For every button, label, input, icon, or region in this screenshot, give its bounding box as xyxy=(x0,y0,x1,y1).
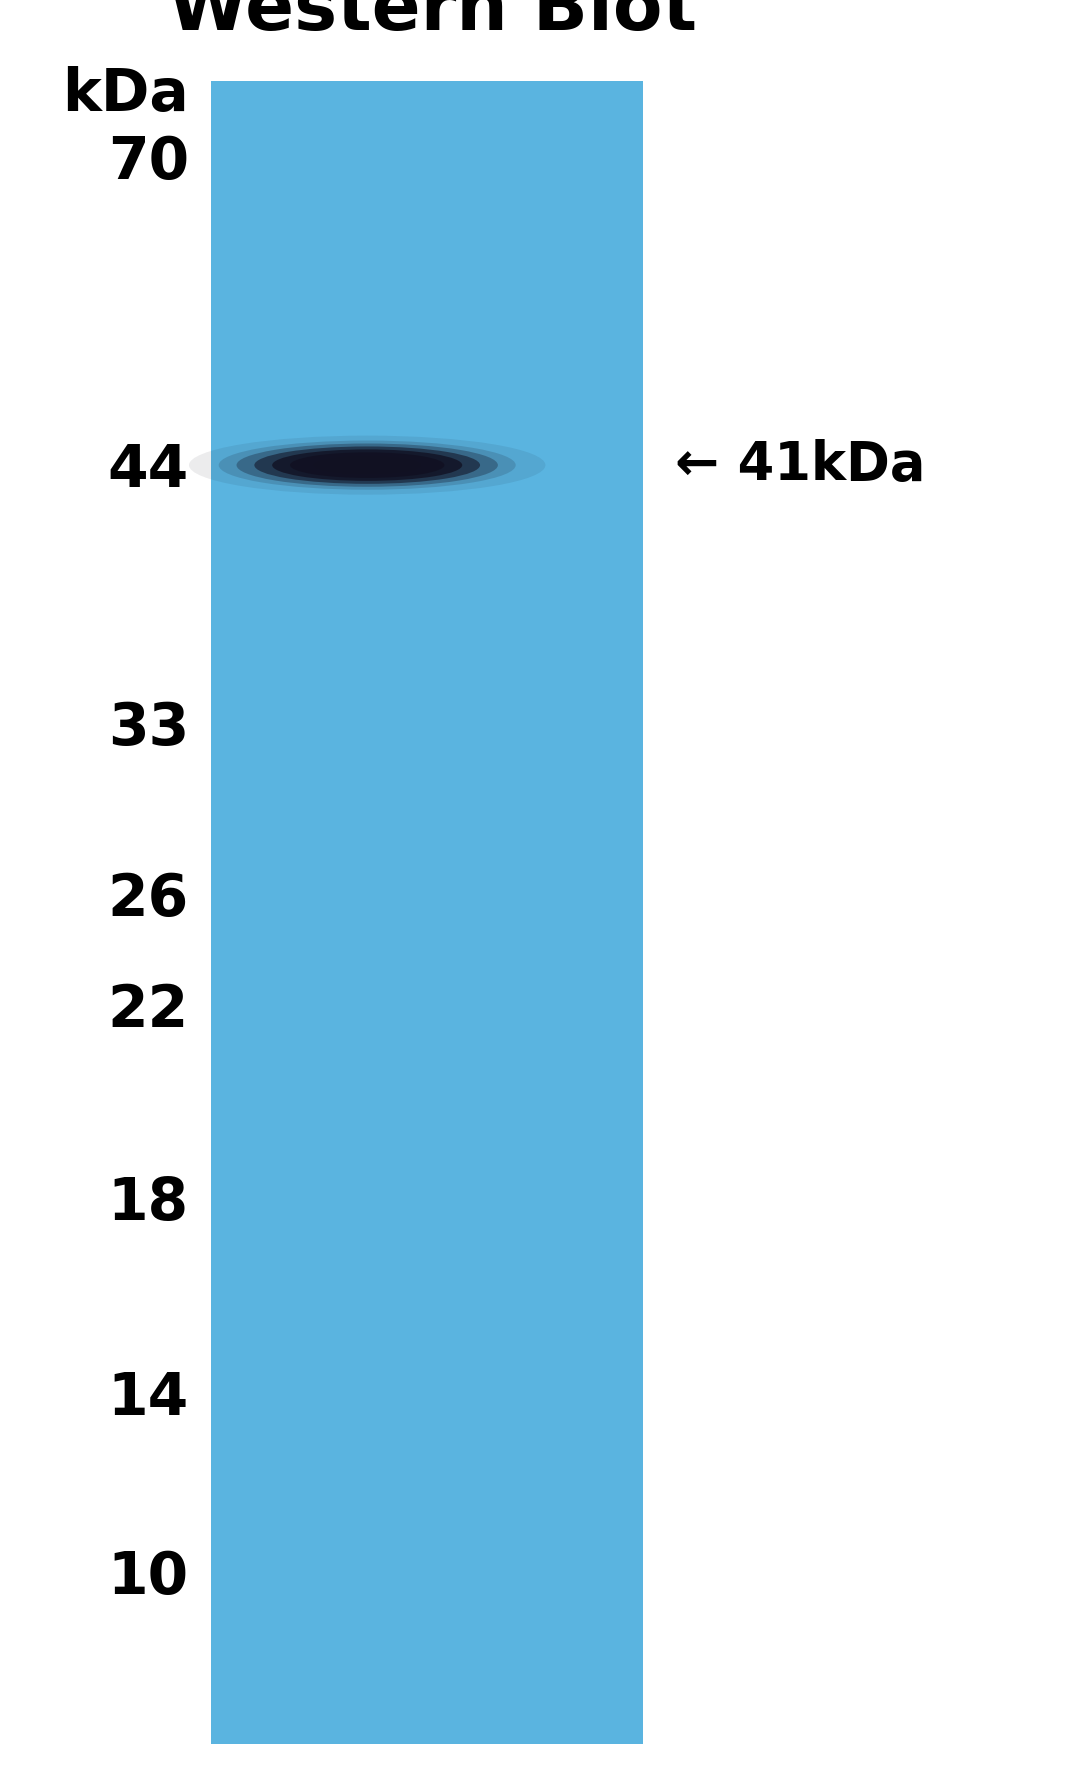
Text: kDa: kDa xyxy=(63,66,189,123)
Ellipse shape xyxy=(237,444,498,487)
Text: 44: 44 xyxy=(108,442,189,499)
Text: 22: 22 xyxy=(108,982,189,1039)
Text: 14: 14 xyxy=(108,1370,189,1428)
Text: 26: 26 xyxy=(108,871,189,928)
Text: Western Blot: Western Blot xyxy=(167,0,697,45)
Ellipse shape xyxy=(272,449,462,481)
Ellipse shape xyxy=(219,440,516,490)
Ellipse shape xyxy=(314,456,421,474)
Ellipse shape xyxy=(289,453,445,478)
Text: 10: 10 xyxy=(108,1549,189,1607)
Ellipse shape xyxy=(189,437,545,494)
Text: 18: 18 xyxy=(108,1175,189,1233)
Text: 70: 70 xyxy=(108,134,189,191)
Text: ← 41kDa: ← 41kDa xyxy=(675,438,926,492)
Text: 33: 33 xyxy=(108,699,189,757)
FancyBboxPatch shape xyxy=(211,81,643,1744)
Ellipse shape xyxy=(255,447,481,483)
